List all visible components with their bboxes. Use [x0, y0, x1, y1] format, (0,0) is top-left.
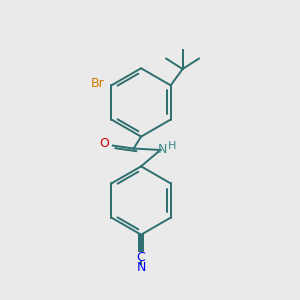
- Text: H: H: [167, 141, 176, 152]
- Text: C: C: [137, 251, 146, 264]
- Text: N: N: [158, 142, 167, 156]
- Text: Br: Br: [90, 77, 104, 90]
- Text: N: N: [136, 261, 146, 274]
- Text: O: O: [100, 137, 110, 150]
